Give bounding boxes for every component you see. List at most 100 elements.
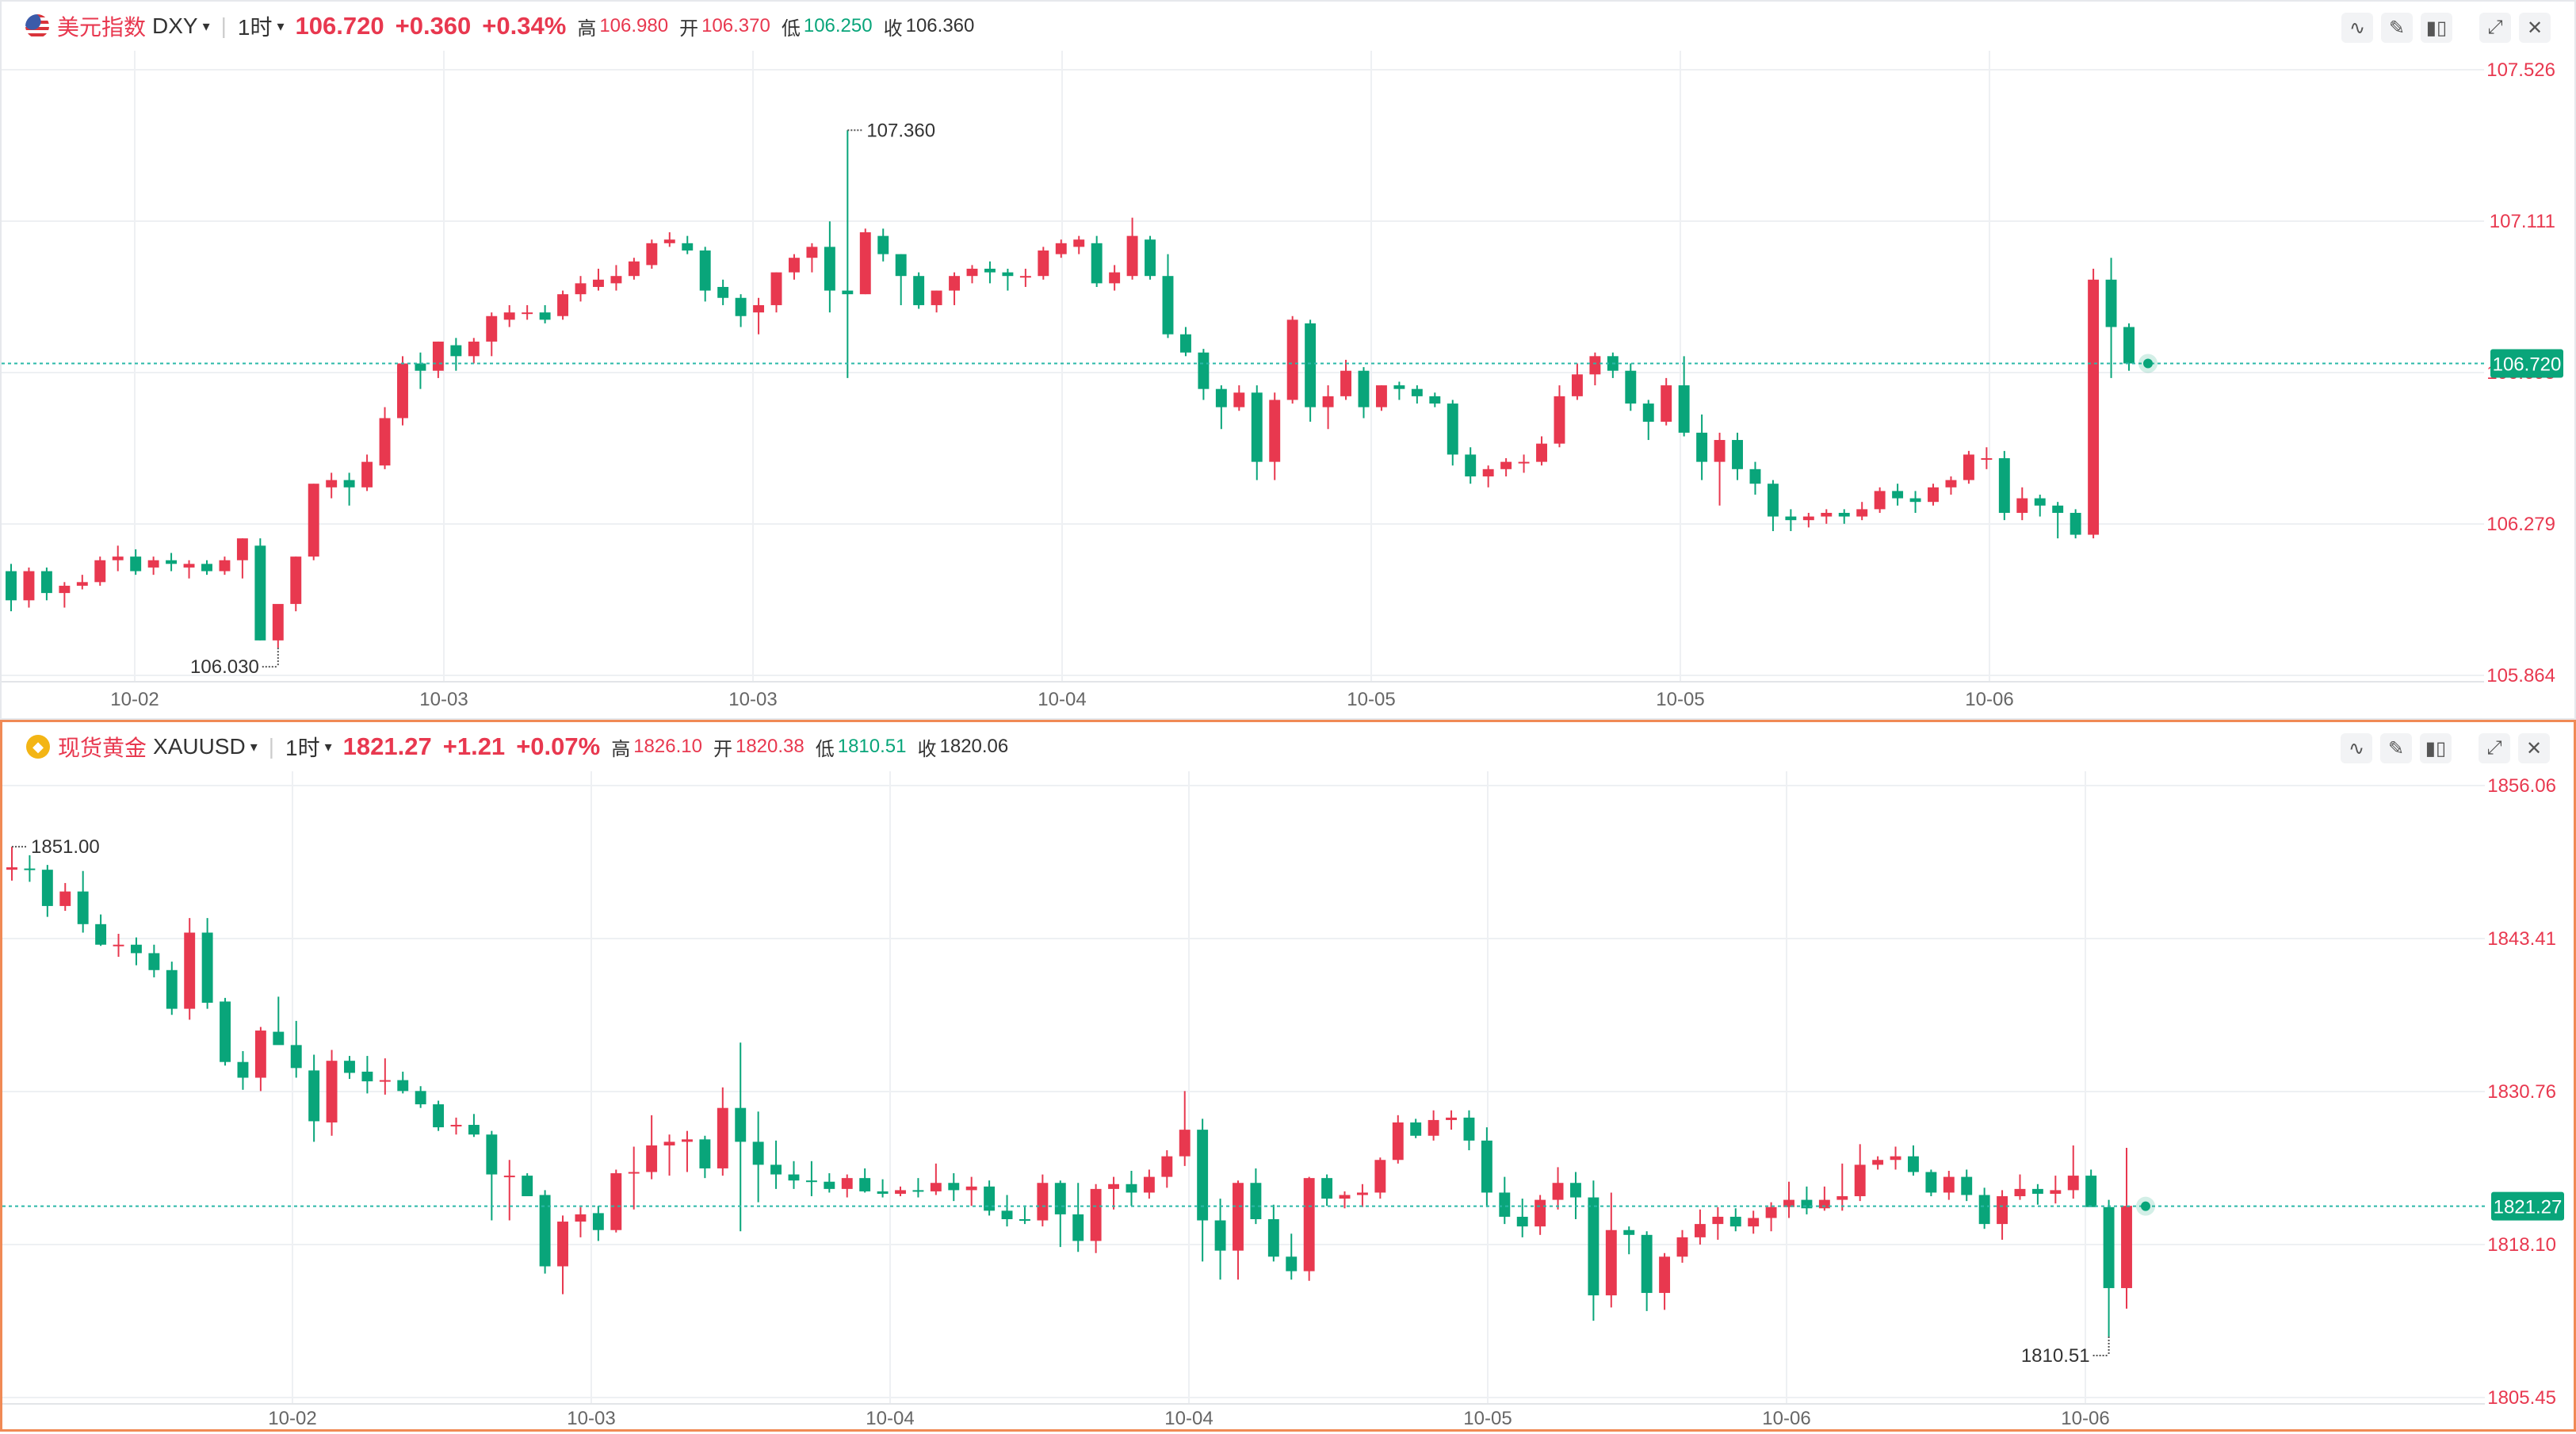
candle-body [361, 1071, 373, 1082]
candle-body [361, 461, 373, 488]
candle-body [237, 1061, 249, 1078]
line-chart-icon[interactable]: ∿ [2341, 733, 2372, 763]
instrument-name[interactable]: 现货黄金 [58, 736, 147, 760]
caret-down-icon[interactable]: ▾ [202, 17, 210, 34]
candle-body [1908, 1156, 1919, 1172]
candle-body [1856, 509, 1868, 517]
candle-body [290, 1045, 302, 1069]
candlestick-icon[interactable]: ▮▯ [2421, 13, 2452, 43]
open-value: 106.370 [701, 15, 770, 36]
max-annotation: 1851.00 [31, 836, 100, 858]
draw-pen-icon[interactable]: ✎ [2381, 13, 2413, 43]
caret-down-icon[interactable]: ▾ [324, 738, 332, 755]
caret-down-icon[interactable]: ▾ [250, 738, 258, 755]
line-chart-icon[interactable]: ∿ [2341, 13, 2373, 43]
candle-body [575, 283, 587, 295]
y-tick-label: 105.864 [2486, 665, 2555, 686]
candle-body [1978, 1195, 1990, 1225]
candle-body [147, 560, 159, 568]
xauusd-chart-header: ◆ 现货黄金 XAUUSD ▾ | 1时 ▾ 1821.27 +1.21 +0.… [2, 722, 2574, 771]
instrument-symbol[interactable]: XAUUSD [153, 734, 246, 759]
candle-body [201, 932, 213, 1003]
candle-body [343, 480, 355, 488]
high-value: 1826.10 [633, 736, 702, 757]
candle-body [557, 294, 569, 316]
min-annotation: 1810.51 [2021, 1345, 2090, 1367]
candlestick-icon[interactable]: ▮▯ [2420, 733, 2452, 763]
high-value: 106.980 [599, 15, 669, 36]
instrument-name[interactable]: 美元指数 [57, 15, 147, 40]
candle-body [273, 1031, 285, 1046]
xauusd-candlestick-chart[interactable]: 10-02 10-03 10-04 10-04 10-05 10-06 10-06 1856.… [2, 771, 2574, 1434]
candle-body [415, 1091, 426, 1105]
dxy-candlestick-chart[interactable]: 10-02 10-03 10-03 10-04 10-05 10-05 10-06 107.5… [2, 51, 2574, 721]
candle-body [1215, 388, 1227, 407]
candle-body [290, 556, 302, 604]
divider: | [268, 734, 275, 759]
candle-body [468, 341, 480, 357]
candle-body [966, 268, 978, 277]
candle-body [95, 923, 107, 945]
candle-body [1928, 487, 1939, 503]
expand-icon[interactable]: ⤢ [2479, 13, 2511, 43]
candle-body [1516, 1216, 1528, 1227]
candle-body [895, 254, 907, 277]
candle-body [486, 315, 498, 342]
candle-body [2052, 505, 2064, 513]
candle-body [1072, 1214, 1084, 1241]
candle-body [1712, 1216, 1724, 1225]
candle-body [379, 1080, 391, 1082]
instrument-symbol[interactable]: DXY [152, 13, 198, 38]
draw-pen-icon[interactable]: ✎ [2380, 733, 2412, 763]
candle-body [59, 585, 71, 594]
timeframe-selector[interactable]: 1时 [285, 736, 320, 760]
candle-body [1161, 1156, 1173, 1177]
candle-body [948, 1183, 960, 1191]
candle-body [220, 1001, 231, 1062]
candle-body [841, 1178, 853, 1189]
x-tick-label: 10-05 [1463, 1408, 1512, 1429]
x-tick-label: 10-04 [1038, 689, 1086, 710]
candle-body [326, 1061, 338, 1122]
candle-body [1749, 468, 1761, 484]
last-price: 1821.27 [342, 732, 432, 760]
candle-body [1429, 396, 1441, 404]
candle-body [1641, 1234, 1653, 1294]
dxy-chart-panel[interactable]: 美元指数 DXY ▾ | 1时 ▾ 106.720 +0.360 +0.34% … [0, 0, 2576, 720]
candle-body [1589, 356, 1601, 375]
candle-body [1625, 370, 1637, 404]
candle-body [1073, 239, 1085, 247]
timeframe-selector[interactable]: 1时 [237, 15, 273, 40]
expand-icon[interactable]: ⤢ [2479, 733, 2510, 763]
candle-body [931, 290, 942, 305]
candle-body [1250, 1183, 1262, 1220]
candle-body [2031, 1188, 2043, 1194]
candle-body [682, 243, 694, 251]
last-price: 106.720 [295, 12, 384, 40]
low-label: 低 [815, 738, 835, 760]
x-tick-label: 10-03 [567, 1408, 615, 1429]
price-change: +1.21 [442, 732, 506, 760]
candle-body [112, 556, 124, 560]
candle-body [1393, 385, 1405, 389]
candle-body [2088, 279, 2100, 535]
close-icon[interactable]: ✕ [2519, 13, 2551, 43]
candle-body [201, 564, 212, 572]
candle-body [40, 571, 52, 594]
candle-body [308, 1070, 320, 1122]
candle-body [1037, 1183, 1049, 1221]
xauusd-chart-panel[interactable]: ◆ 现货黄金 XAUUSD ▾ | 1时 ▾ 1821.27 +1.21 +0.… [0, 720, 2576, 1432]
candle-body [1339, 1195, 1351, 1199]
candle-body [130, 556, 142, 572]
candle-body [770, 272, 782, 305]
candle-body [1267, 1219, 1279, 1257]
candle-body [1499, 1192, 1511, 1217]
candle-body [1872, 1160, 1884, 1165]
candle-body [1821, 512, 1833, 517]
candle-body [1802, 516, 1814, 521]
caret-down-icon[interactable]: ▾ [277, 17, 285, 34]
candle-body [877, 235, 889, 254]
candle-body [593, 279, 604, 287]
close-icon[interactable]: ✕ [2518, 733, 2550, 763]
candle-body [877, 1191, 889, 1194]
